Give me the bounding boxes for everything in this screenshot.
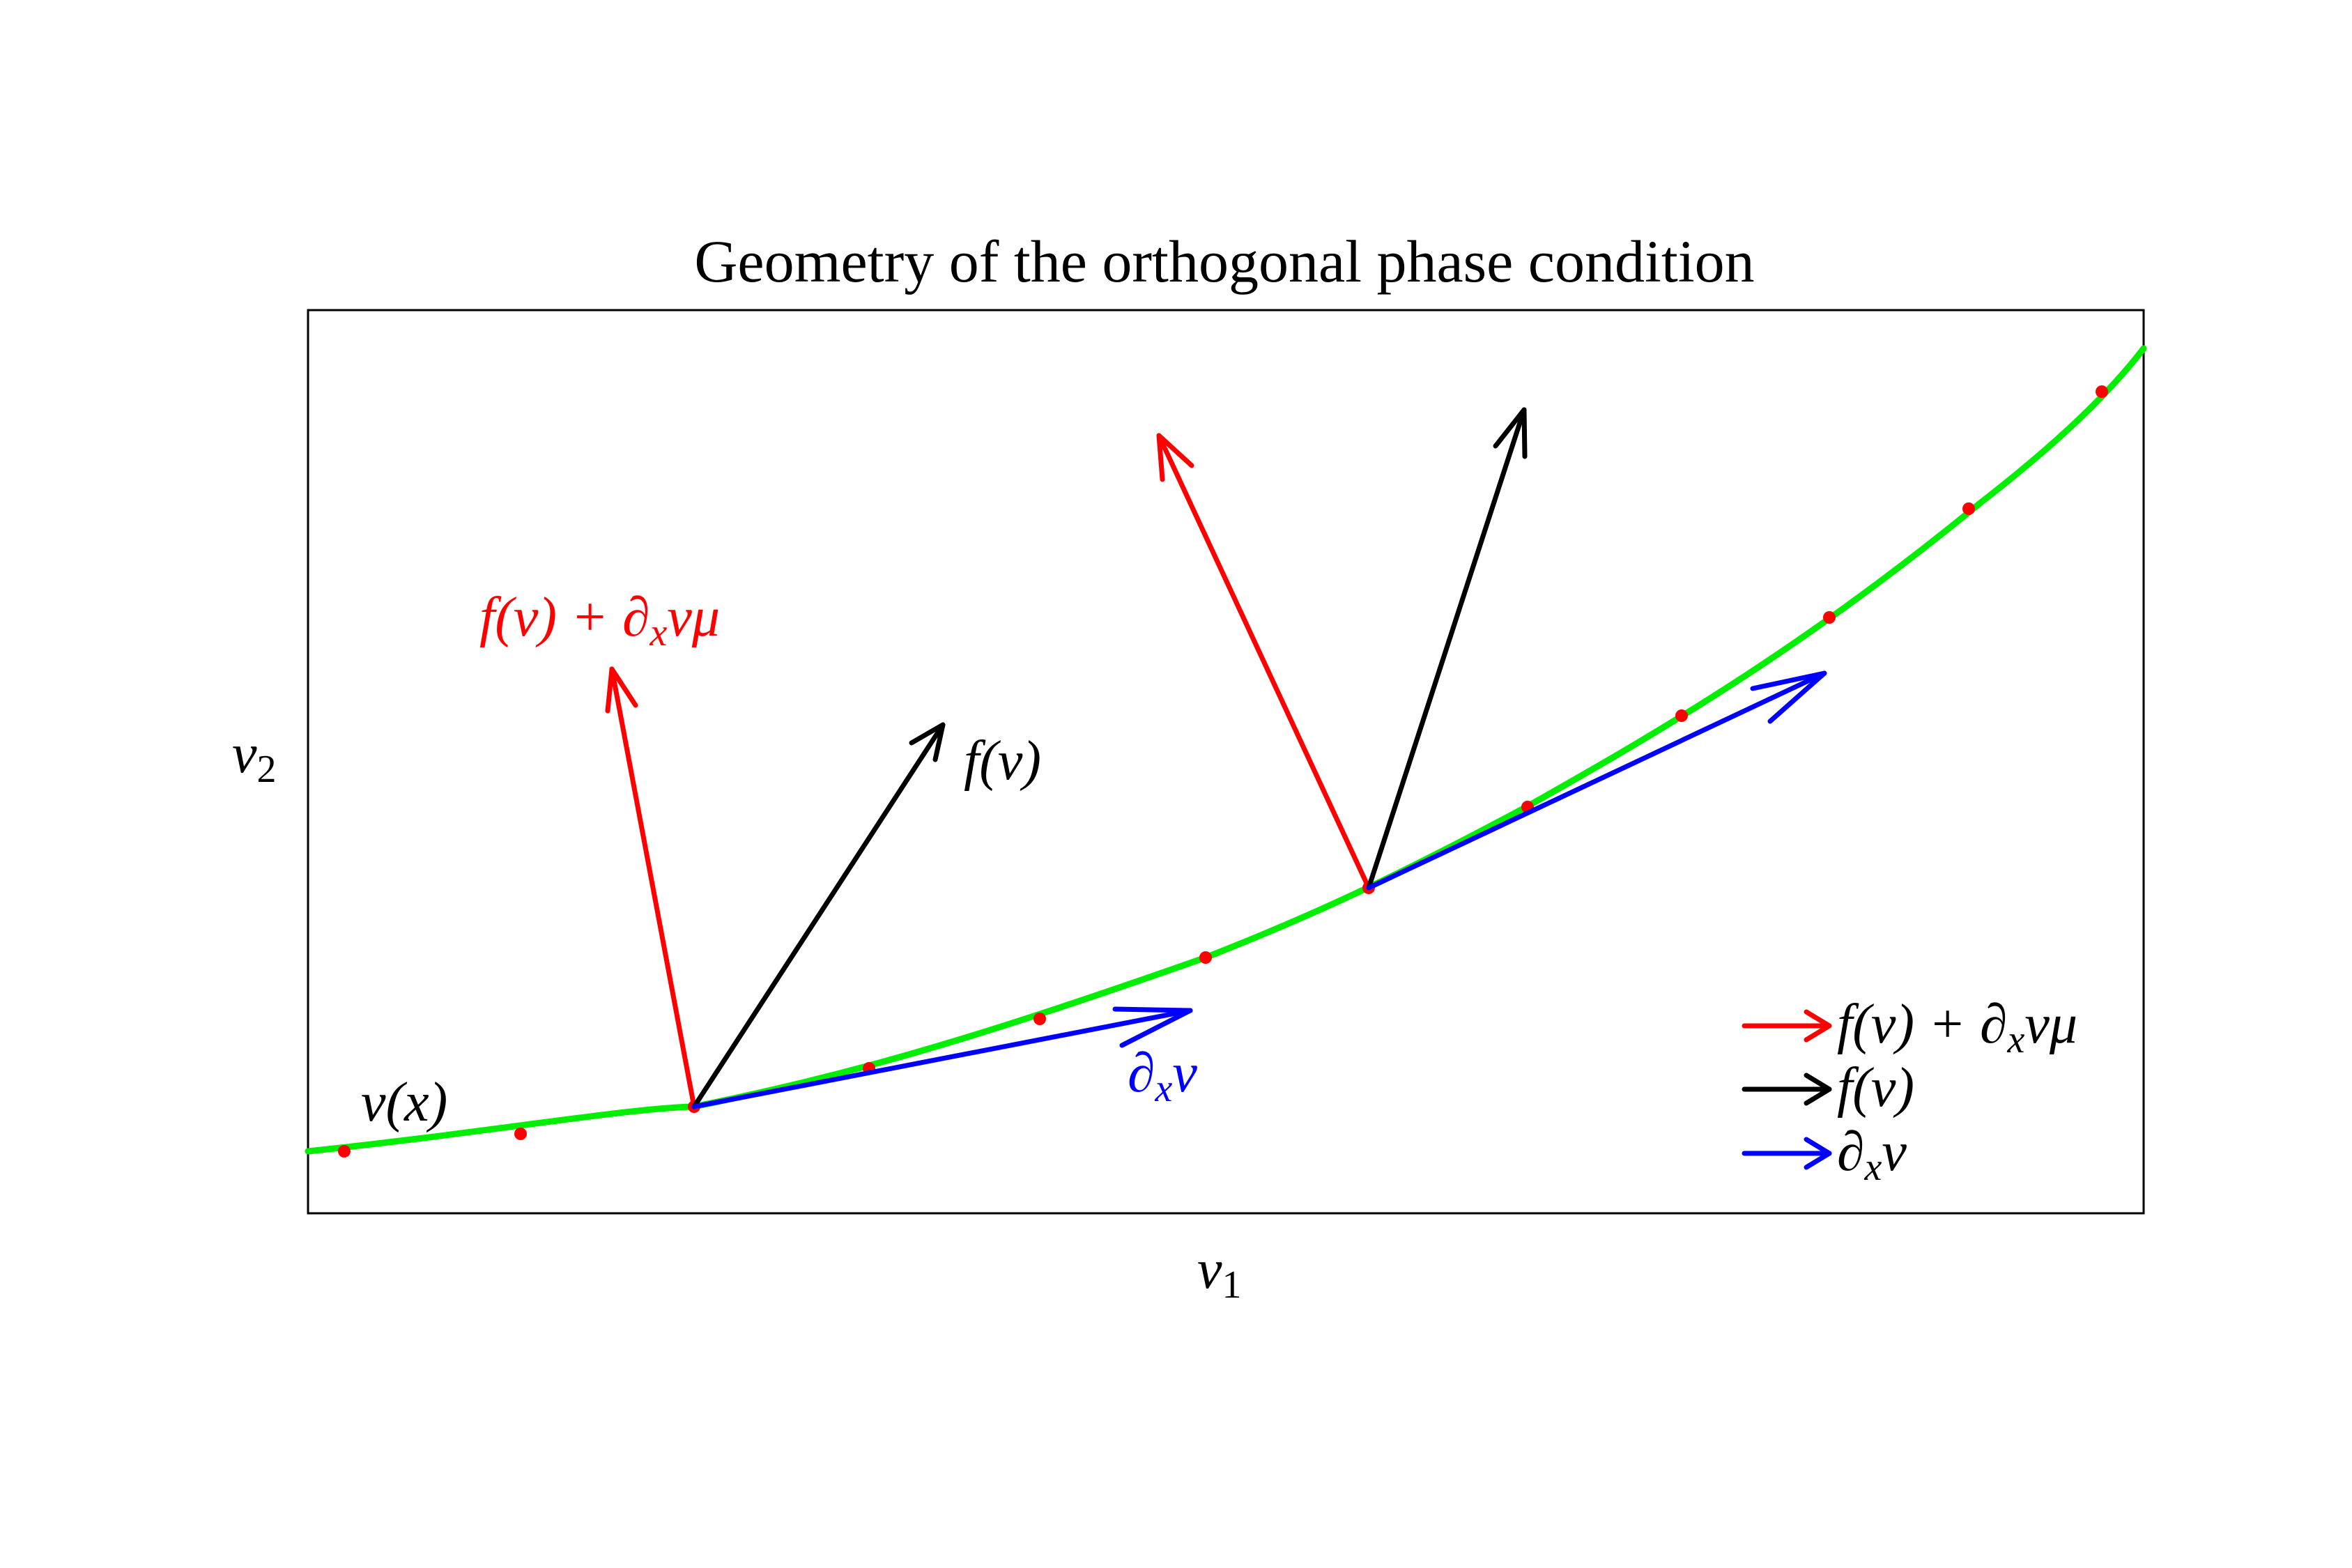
curve-point <box>338 1145 351 1158</box>
curve-point <box>1962 502 1975 515</box>
legend-item-black: f(v) <box>1742 1057 1914 1119</box>
arrow-group-left <box>605 666 1193 1109</box>
curve-point <box>1823 611 1836 624</box>
svg-text:f(v) + ∂xvμ: f(v) + ∂xvμ <box>1837 994 2077 1061</box>
black-arrow-left <box>691 722 946 1109</box>
legend-item-red: f(v) + ∂xvμ <box>1742 994 2077 1061</box>
arrow-group-right <box>1156 407 1827 891</box>
diagram-title: Geometry of the orthogonal phase conditi… <box>694 228 1754 295</box>
curve-point <box>1033 1013 1046 1025</box>
black-arrow-label: f(v) <box>964 730 1041 792</box>
legend: f(v) + ∂xvμ f(v) ∂xv <box>1742 994 2077 1189</box>
curve-point <box>514 1128 527 1140</box>
blue-arrow-right <box>1366 670 1827 891</box>
curve-point <box>1675 709 1688 722</box>
svg-text:∂xv: ∂xv <box>1837 1121 1907 1189</box>
red-arrow-left <box>605 666 697 1109</box>
curve-label: v(x) <box>361 1072 447 1133</box>
curve-point <box>1199 951 1212 964</box>
y-axis-label: v2 <box>232 723 277 791</box>
svg-text:f(v): f(v) <box>1837 1057 1914 1119</box>
legend-item-blue: ∂xv <box>1742 1121 1907 1189</box>
plot-frame <box>307 309 2145 1215</box>
curve-point <box>2096 385 2108 398</box>
red-arrow-label: f(v) + ∂xvμ <box>479 587 720 654</box>
blue-arrow-label: ∂xv <box>1128 1043 1197 1110</box>
x-axis-label: v1 <box>1197 1239 1242 1307</box>
blue-arrow-left <box>691 1006 1193 1109</box>
curve-v-of-x <box>305 345 2147 1155</box>
black-arrow-right <box>1366 407 1528 891</box>
red-arrow-right <box>1156 433 1371 891</box>
